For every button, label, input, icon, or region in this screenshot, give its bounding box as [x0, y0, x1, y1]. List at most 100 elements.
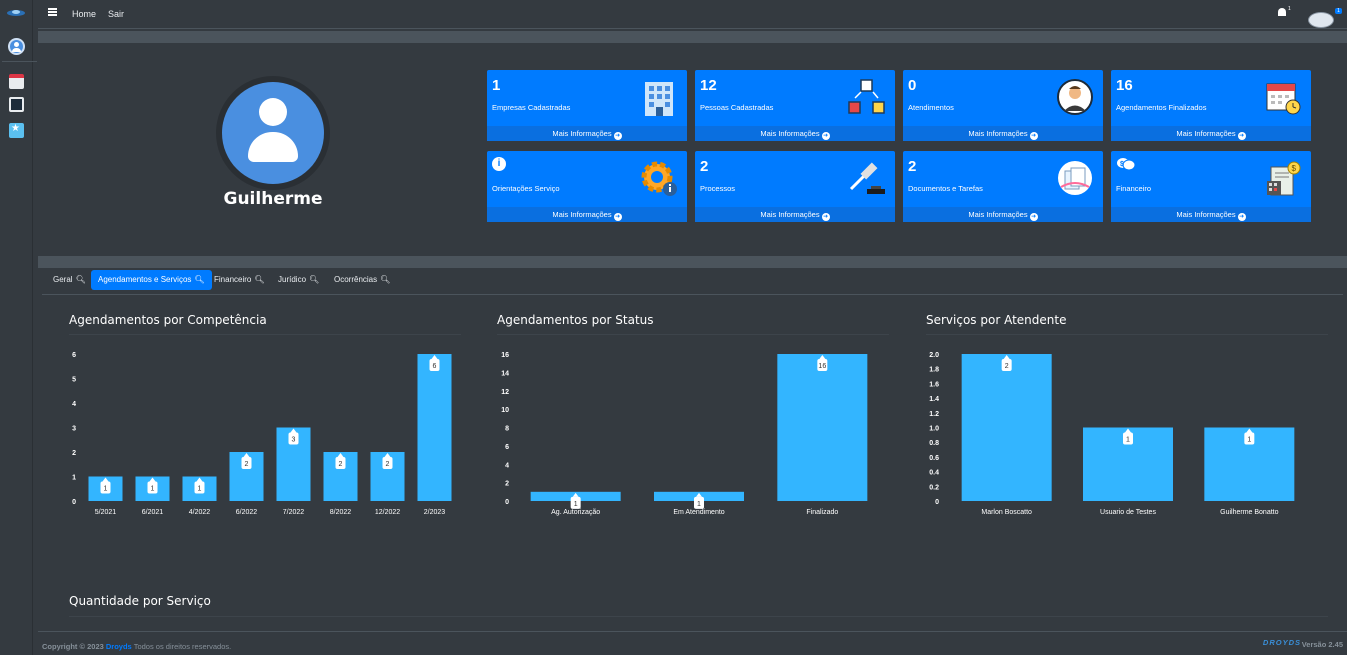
arrow-circle-right-icon: ➜ [1029, 132, 1038, 140]
y-tick-label: 1.0 [929, 426, 939, 433]
search-icon: 🔍︎ [309, 275, 320, 284]
bell-icon[interactable] [1278, 8, 1286, 16]
bar-label-bg [694, 496, 704, 509]
y-tick-label: 3 [72, 426, 76, 433]
mais-informacoes-link[interactable]: Mais Informações ➜ [695, 207, 895, 222]
x-tick-label: Ag. Autorização [551, 509, 600, 516]
y-tick-label: 6 [505, 444, 509, 451]
arrow-circle-right-icon: ➜ [613, 213, 622, 221]
arrow-circle-right-icon: ➜ [1237, 132, 1246, 140]
box-pessoas[interactable]: 12 Pessoas Cadastradas Mais Informações ➜ [695, 70, 895, 141]
mais-informacoes-link[interactable]: Mais Informações ➜ [1111, 207, 1311, 222]
y-tick-label: 0 [505, 499, 509, 506]
y-tick-label: 1.4 [929, 396, 939, 403]
bar-value-label: 16 [818, 363, 826, 370]
box-label: Empresas Cadastradas [492, 103, 571, 112]
box-label: Atendimentos [908, 103, 954, 112]
box-financeiro[interactable]: $ Financeiro $ Mais Informações ➜ [1111, 151, 1311, 222]
y-tick-label: 0 [935, 499, 939, 506]
user-badge: 1 [1335, 8, 1342, 14]
brand-link[interactable]: Droyds [105, 642, 132, 651]
bar-label-pointer [1003, 355, 1010, 359]
svg-text:$: $ [1120, 161, 1124, 168]
bar-label-pointer [1246, 428, 1253, 433]
copyright-text: Copyright © 2023 Droyds Todos os direito… [42, 642, 232, 651]
section-divider [69, 616, 1328, 617]
box-documentos-tarefas[interactable]: 2 Documentos e Tarefas Mais Informações ➜ [903, 151, 1103, 222]
user-menu-avatar[interactable] [1308, 12, 1334, 28]
box-orientacoes-servico[interactable]: i Orientações Serviço Mais Informações ➜ [487, 151, 687, 222]
y-tick-label: 1.6 [929, 381, 939, 388]
x-tick-label: 6/2021 [142, 509, 164, 516]
tab-juridico[interactable]: Jurídico 🔍︎ [278, 275, 320, 284]
box-processos[interactable]: 2 Processos Mais Informações ➜ [695, 151, 895, 222]
box-agendamentos-finalizados[interactable]: 16 Agendamentos Finalizados Mais Informa… [1111, 70, 1311, 141]
mais-informacoes-link[interactable]: Mais Informações ➜ [903, 126, 1103, 141]
bar-value-label: 1 [1126, 437, 1130, 444]
y-tick-label: 2 [72, 450, 76, 457]
box-label: Financeiro [1116, 184, 1152, 193]
dashboard-tabs: Geral 🔍︎ Agendamentos e Serviços 🔍︎ Financ… [42, 268, 1343, 295]
nav-sair-link[interactable]: Sair [108, 9, 125, 19]
mais-informacoes-link[interactable]: Mais Informações ➜ [1111, 126, 1311, 141]
gear-info-icon [641, 161, 677, 196]
nav-home-link[interactable]: Home [72, 9, 97, 19]
tab-financeiro[interactable]: Financeiro 🔍︎ [214, 275, 265, 284]
y-tick-label: 0.4 [929, 470, 939, 477]
logo-icon[interactable] [6, 8, 26, 18]
tab-agendamentos-servicos[interactable]: Agendamentos e Serviços 🔍︎ [91, 270, 212, 290]
bar-value-label: 2 [339, 461, 343, 468]
mais-informacoes-link[interactable]: Mais Informações ➜ [903, 207, 1103, 222]
tab-ocorrencias[interactable]: Ocorrências 🔍︎ [334, 275, 391, 284]
gavel-icon [849, 162, 885, 194]
hourglass-icon[interactable] [9, 97, 24, 112]
hamburger-menu-icon[interactable] [48, 8, 57, 16]
bar [961, 354, 1052, 501]
sidebar-divider [2, 61, 37, 62]
mais-informacoes-link[interactable]: Mais Informações ➜ [487, 207, 687, 222]
footer-logo: DROYDS [1262, 638, 1301, 647]
mais-informacoes-link[interactable]: Mais Informações ➜ [487, 126, 687, 141]
arrow-circle-right-icon: ➜ [1237, 213, 1246, 221]
box-empresas[interactable]: 1 Empresas Cadastradas Mais Informações ➜ [487, 70, 687, 141]
star-calendar-icon[interactable] [9, 123, 24, 138]
sidebar-user-avatar[interactable] [8, 38, 25, 55]
box-number: 2 [700, 158, 709, 175]
chart-agendamentos-competencia: 0 1 2 3 4 5 6 1 5/2021 1 6/2021 1 4/2022 2 6/2022 3 7/20… [72, 352, 452, 516]
bar-label-pointer [384, 453, 391, 457]
search-icon: 🔍︎ [380, 275, 391, 284]
x-tick-label: Em Atendimento [673, 509, 724, 516]
box-number: 12 [700, 77, 717, 94]
top-navbar: Home Sair 1 1 [38, 0, 1347, 29]
box-label: Pessoas Cadastradas [700, 103, 774, 112]
mais-informacoes-link[interactable]: Mais Informações ➜ [695, 126, 895, 141]
bar-value-label: 1 [198, 486, 202, 493]
x-tick-label: 5/2021 [95, 509, 117, 516]
bar-label-bg [241, 457, 252, 469]
box-number: 16 [1116, 77, 1133, 94]
x-tick-label: Guilherme Bonatto [1220, 509, 1278, 516]
bar-label-bg [335, 457, 346, 469]
x-tick-label: 8/2022 [330, 509, 352, 516]
box-atendimentos[interactable]: 0 Atendimentos Mais Informações ➜ [903, 70, 1103, 141]
bar-value-label: 1 [1247, 437, 1251, 444]
box-label: Agendamentos Finalizados [1116, 103, 1207, 112]
arrow-circle-right-icon: ➜ [821, 132, 830, 140]
bar-label-pointer [572, 492, 579, 497]
bar [417, 354, 452, 501]
bar-label-bg [429, 359, 440, 371]
search-icon: 🔍︎ [194, 275, 205, 284]
profile-avatar [216, 76, 330, 190]
money-chat-icon: $ [1116, 157, 1136, 171]
bar-label-pointer [102, 477, 109, 482]
tab-geral[interactable]: Geral 🔍︎ [53, 275, 86, 284]
bar-label-pointer [290, 428, 297, 433]
box-label: Processos [700, 184, 736, 193]
calendar-list-icon[interactable] [9, 74, 24, 89]
section-title-quantidade: Quantidade por Serviço [69, 594, 211, 608]
bar-value-label: 1 [104, 486, 108, 493]
bar-value-label: 2 [245, 461, 249, 468]
people-network-icon [848, 79, 885, 114]
chart-title: Agendamentos por Competência [69, 313, 267, 327]
bar-label-pointer [696, 492, 702, 497]
